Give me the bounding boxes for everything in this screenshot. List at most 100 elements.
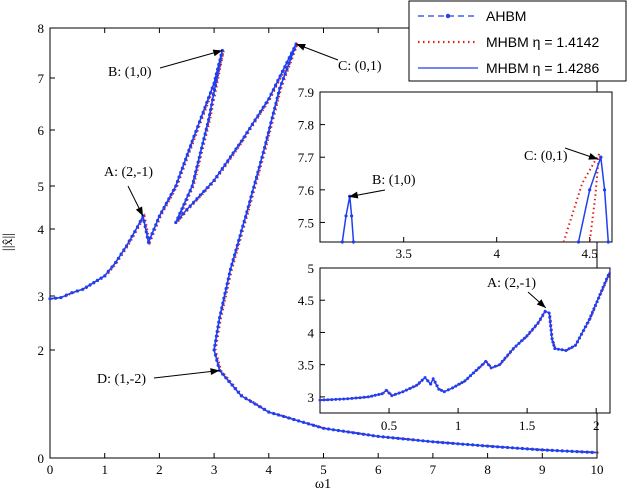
- series-ahbm-point: [220, 167, 224, 171]
- inset2-point: [426, 379, 430, 383]
- series-ahbm-point: [148, 236, 152, 240]
- inset1-annotation-label: C: (0,1): [524, 149, 568, 164]
- series-ahbm-point: [214, 78, 218, 82]
- series-ahbm-point: [198, 193, 202, 197]
- series-ahbm-point: [237, 238, 241, 243]
- series-ahbm-point: [181, 212, 185, 216]
- x-tick-label: 9: [539, 462, 546, 477]
- x-tick-label: 7: [430, 462, 437, 477]
- legend-entry-mhbm-1: MHBM η = 1.4142: [418, 34, 599, 50]
- series-ahbm-point: [187, 148, 191, 152]
- inset2-point: [589, 314, 593, 318]
- series-ahbm-point: [249, 399, 253, 403]
- series-ahbm-point: [191, 179, 195, 183]
- series-ahbm-point: [233, 387, 237, 391]
- series-ahbm-point: [245, 131, 249, 135]
- series-ahbm-point: [263, 145, 267, 150]
- series-ahbm-point: [127, 239, 131, 243]
- series-ahbm-point: [205, 186, 209, 190]
- series-ahbm-point: [307, 422, 311, 426]
- series-ahbm-point: [585, 450, 589, 454]
- series-ahbm-point: [125, 244, 129, 248]
- inset2-point: [387, 391, 391, 395]
- series-ahbm-point: [237, 143, 241, 147]
- series-ahbm-point: [182, 162, 186, 166]
- series-ahbm-point: [416, 438, 420, 442]
- series-ahbm-point: [167, 197, 171, 201]
- inset2-point: [466, 376, 470, 380]
- series-ahbm-point: [225, 282, 229, 286]
- series-ahbm-point: [277, 413, 281, 417]
- inset1-annotation-arrowhead: [348, 191, 359, 199]
- inset2-y-tick-label: 3.5: [298, 358, 314, 373]
- series-ahbm-point: [271, 111, 275, 115]
- series-ahbm-point: [180, 166, 184, 170]
- inset1-point: [340, 240, 344, 244]
- series-ahbm-point: [202, 189, 206, 193]
- inset2-point: [484, 359, 488, 363]
- inset2-point: [549, 324, 553, 328]
- inset1-curves: [340, 153, 610, 244]
- main-curves: [48, 42, 599, 454]
- main-annotations: B: (1,0) C: (0,1) A: (2,-1) D: (1,-2): [97, 43, 382, 387]
- inset2-point: [463, 379, 467, 383]
- series-ahbm-point: [92, 281, 96, 285]
- series-ahbm-point: [209, 108, 213, 112]
- series-ahbm-point: [376, 434, 380, 438]
- y-tick-label: 0: [38, 451, 45, 466]
- series-ahbm-point: [530, 447, 535, 451]
- inset2-point: [520, 339, 524, 343]
- series-ahbm-point: [110, 265, 114, 269]
- inset2-point: [358, 396, 362, 400]
- inset2-point: [548, 320, 552, 324]
- series-ahbm-point: [252, 185, 256, 189]
- series-ahbm-point: [510, 446, 515, 450]
- series-ahbm-point: [316, 425, 321, 429]
- series-ahbm-point: [169, 193, 173, 197]
- inset2-point: [509, 350, 513, 354]
- inset1-point: [606, 240, 610, 244]
- inset2-point: [454, 384, 458, 388]
- inset2-point: [550, 337, 554, 341]
- inset2-point: [446, 388, 450, 392]
- inset2-point: [440, 388, 443, 392]
- inset2-annotations: A: (2,-1): [487, 276, 547, 309]
- series-ahbm-point: [197, 155, 201, 160]
- inset2-point: [556, 347, 560, 351]
- inset2-y-tick-label: 4: [308, 325, 315, 340]
- series-ahbm-point: [154, 223, 158, 227]
- series-ahbm-point: [280, 69, 285, 73]
- series-ahbm-point: [221, 301, 225, 305]
- series-ahbm-point: [230, 383, 234, 387]
- series-ahbm-point: [174, 220, 178, 225]
- inset2-point: [435, 384, 439, 388]
- inset2-point: [326, 398, 330, 402]
- series-ahbm-point: [188, 204, 192, 208]
- x-tick-label: 2: [156, 462, 163, 477]
- series-ahbm-point: [156, 218, 160, 223]
- series-ahbm-point: [258, 405, 262, 409]
- inset2-point: [350, 396, 354, 400]
- series-ahbm-point: [186, 193, 190, 197]
- series-ahbm-point: [565, 449, 569, 453]
- inset1-y-tick-label: 7.8: [298, 118, 314, 133]
- series-ahbm-point: [515, 446, 520, 450]
- inset2-point: [500, 359, 504, 363]
- series-ahbm-point: [184, 157, 188, 161]
- inset2-ticks: 0.5 1 1.5 2 3 3.5 4 4.5 5: [298, 261, 600, 433]
- series-ahbm-point: [197, 120, 202, 124]
- series-ahbm-point: [426, 439, 430, 443]
- series-ahbm-point: [361, 432, 365, 436]
- series-ahbm-point: [250, 122, 254, 126]
- series-ahbm-point: [287, 416, 291, 420]
- inset2-point: [330, 398, 334, 402]
- series-ahbm-point: [213, 353, 218, 357]
- inset1-x-tick-label: 4.5: [582, 246, 598, 261]
- annotation-arrowhead: [296, 43, 306, 51]
- inset2-x-tick-label: 0.5: [381, 418, 397, 433]
- series-ahbm-point: [256, 170, 260, 174]
- series-ahbm-point: [269, 92, 273, 96]
- series-ahbm-point: [224, 287, 228, 291]
- inset2-point: [603, 281, 607, 285]
- y-tick-label: 3: [38, 289, 45, 304]
